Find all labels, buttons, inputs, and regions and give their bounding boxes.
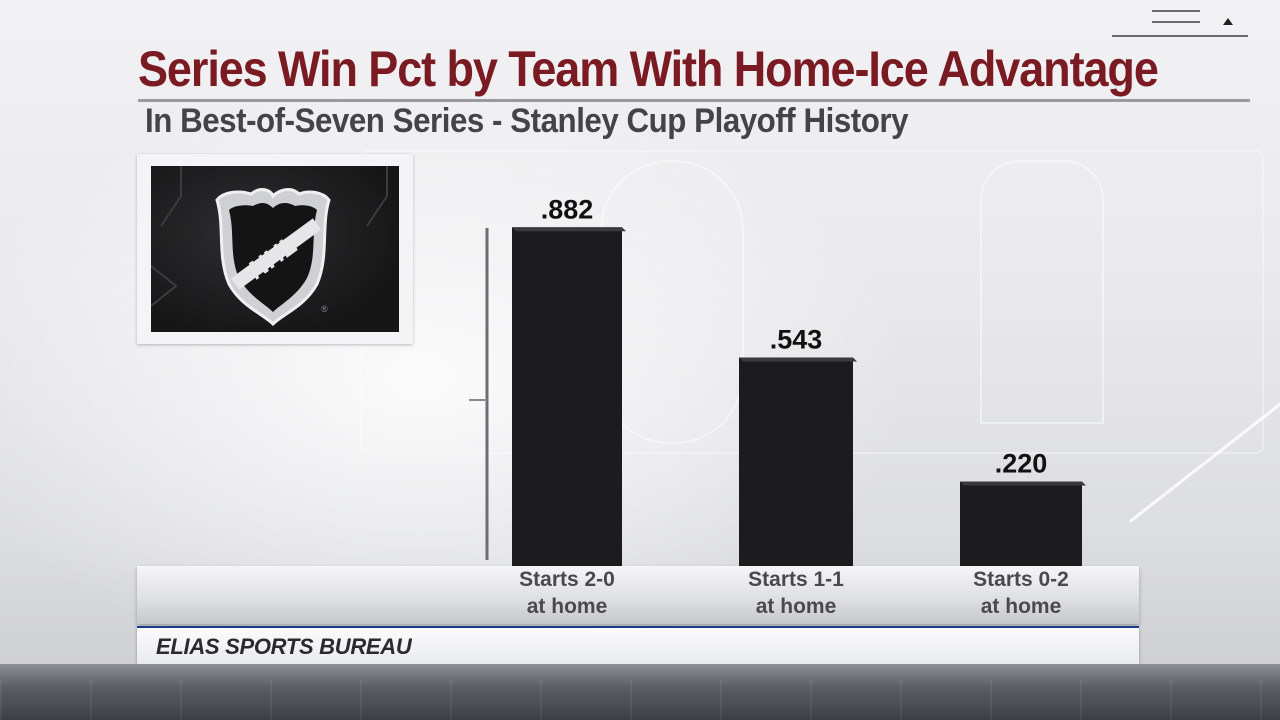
nhl-shield-logo-icon: NHL ® <box>151 166 399 332</box>
bar-value-label: .543 <box>770 324 823 354</box>
x-category-label-line: at home <box>980 595 1062 618</box>
bar <box>512 227 622 566</box>
x-category-label: Starts 1-1 at home <box>706 566 886 620</box>
x-category-label: Starts 0-2 at home <box>931 566 1111 620</box>
x-category-label-line: at home <box>526 595 608 618</box>
bar-value-label: .220 <box>995 449 1048 479</box>
source-bar <box>137 626 1139 666</box>
chart-subtitle: In Best-of-Seven Series - Stanley Cup Pl… <box>145 102 909 140</box>
league-logo-card: NHL ® <box>137 154 413 344</box>
title-divider <box>138 99 1250 102</box>
bar <box>739 357 853 566</box>
background-watermark-letter <box>980 160 1104 424</box>
chart-title: Series Win Pct by Team With Home-Ice Adv… <box>138 41 1159 97</box>
bar-top-edge <box>960 481 1086 486</box>
x-category-label-line: Starts 1-1 <box>748 568 844 591</box>
bar-top-edge <box>739 357 857 362</box>
x-category-label-line: Starts 2-0 <box>519 568 615 591</box>
nhl-logo-graphic: NHL ® <box>151 166 388 327</box>
bar-top-edge <box>512 227 626 232</box>
header-rule-right <box>1112 35 1248 37</box>
source-text: ELIAS SPORTS BUREAU <box>156 634 412 659</box>
floor-graphic <box>0 664 1280 720</box>
x-category-label: Starts 2-0 at home <box>477 566 657 620</box>
floor-stripes <box>0 680 1280 720</box>
category-band <box>137 566 1139 624</box>
up-arrow-icon <box>1223 18 1233 25</box>
menu-icon[interactable] <box>1152 10 1200 32</box>
svg-text:®: ® <box>321 304 328 314</box>
bar <box>960 481 1082 566</box>
bar-value-label: .882 <box>541 194 594 224</box>
x-category-label-line: at home <box>755 595 837 618</box>
x-category-label-line: Starts 0-2 <box>973 568 1069 591</box>
